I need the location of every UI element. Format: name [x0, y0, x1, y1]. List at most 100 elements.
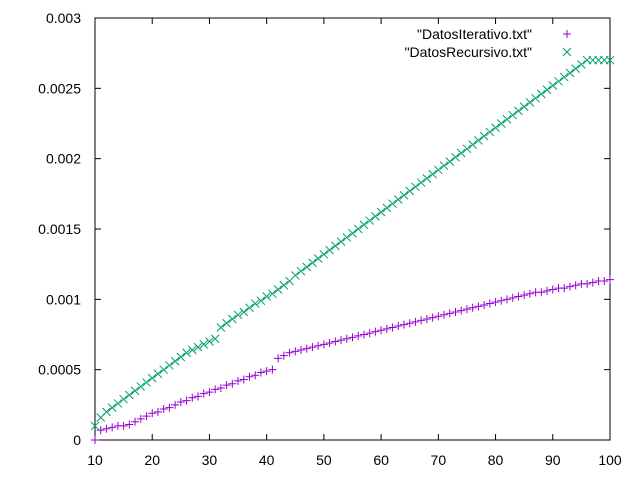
data-point: [354, 331, 363, 340]
data-point: [440, 310, 449, 319]
x-tick-label: 10: [87, 452, 103, 468]
data-point: [297, 345, 305, 354]
data-point: [296, 266, 306, 276]
data-point: [359, 220, 369, 230]
data-point: [433, 165, 443, 175]
series-1: [91, 275, 614, 444]
data-point: [371, 327, 380, 336]
data-point: [480, 300, 489, 309]
data-point: [250, 299, 260, 308]
data-point: [187, 345, 197, 355]
data-point: [148, 409, 157, 418]
data-point: [559, 72, 569, 82]
y-tick-label: 0: [73, 432, 81, 448]
y-tick-label: 0.003: [46, 10, 81, 26]
data-point: [291, 347, 300, 356]
data-point: [388, 323, 397, 332]
data-point: [462, 144, 472, 154]
data-point: [536, 89, 546, 99]
data-point: [159, 405, 168, 414]
y-axis: 0 0.0005 0.001 0.0015 0.002 0.0025 0.003: [38, 10, 610, 448]
data-point: [96, 426, 105, 435]
data-point: [136, 382, 146, 391]
data-point: [233, 310, 243, 320]
data-point: [337, 336, 346, 345]
x-tick-label: 50: [316, 452, 332, 468]
data-point: [416, 178, 426, 187]
data-point: [503, 295, 511, 304]
data-point: [313, 254, 323, 263]
x-tick-label: 20: [144, 452, 160, 468]
data-point: [147, 373, 157, 383]
data-point: [136, 414, 145, 423]
data-point: [554, 76, 563, 86]
data-point: [330, 241, 340, 251]
data-point: [520, 291, 529, 300]
x-axis: 10 20 30 40 50 60 70 80 90 100: [87, 18, 622, 468]
data-point: [491, 298, 500, 307]
data-point: [251, 371, 260, 380]
data-point: [199, 339, 209, 349]
data-point: [319, 249, 329, 259]
data-point: [274, 354, 283, 363]
data-point: [353, 224, 363, 234]
data-point: [91, 436, 99, 444]
data-point: [371, 211, 380, 221]
data-point: [462, 305, 471, 314]
data-point: [153, 369, 163, 379]
data-point: [600, 277, 609, 286]
data-point: [445, 309, 454, 318]
data-point: [394, 322, 403, 331]
data-point: [542, 85, 552, 95]
data-point: [479, 131, 489, 141]
data-point: [199, 389, 208, 398]
data-point: [496, 119, 506, 128]
data-point: [113, 399, 123, 408]
data-point: [565, 68, 575, 78]
y-tick-label: 0.002: [46, 151, 81, 167]
data-point: [519, 102, 529, 111]
data-point: [548, 285, 557, 294]
data-point: [336, 237, 346, 247]
data-point: [388, 199, 397, 209]
data-point: [268, 365, 277, 374]
data-point: [348, 228, 357, 238]
data-point: [543, 286, 552, 295]
data-point: [256, 368, 265, 377]
data-point: [399, 190, 409, 200]
data-point: [153, 407, 162, 416]
data-point: [228, 379, 237, 388]
data-point: [508, 293, 517, 302]
x-tick-label: 80: [488, 452, 504, 468]
data-point: [325, 338, 334, 347]
x-tick-label: 90: [545, 452, 561, 468]
data-point: [588, 278, 597, 287]
x-tick-label: 60: [373, 452, 389, 468]
data-point: [411, 182, 420, 192]
data-point: [319, 340, 328, 349]
data-point: [331, 337, 340, 346]
data-point: [325, 245, 334, 255]
data-point: [302, 344, 311, 353]
data-point: [130, 386, 140, 396]
x-tick-label: 70: [431, 452, 447, 468]
data-point: [606, 275, 614, 284]
data-point: [205, 388, 214, 397]
data-point: [583, 279, 592, 288]
data-point: [445, 157, 455, 166]
series-layer: [90, 55, 615, 444]
data-point: [170, 356, 180, 366]
data-point: [468, 140, 478, 149]
data-point: [165, 403, 174, 412]
x-tick-label: 100: [598, 452, 622, 468]
data-point: [342, 334, 351, 343]
data-point: [142, 377, 151, 387]
data-point: [400, 320, 408, 329]
data-point: [125, 420, 134, 429]
data-point: [205, 337, 214, 346]
data-point: [285, 348, 294, 357]
data-point: [525, 98, 535, 107]
data-point: [193, 342, 203, 352]
data-point: [279, 351, 288, 360]
